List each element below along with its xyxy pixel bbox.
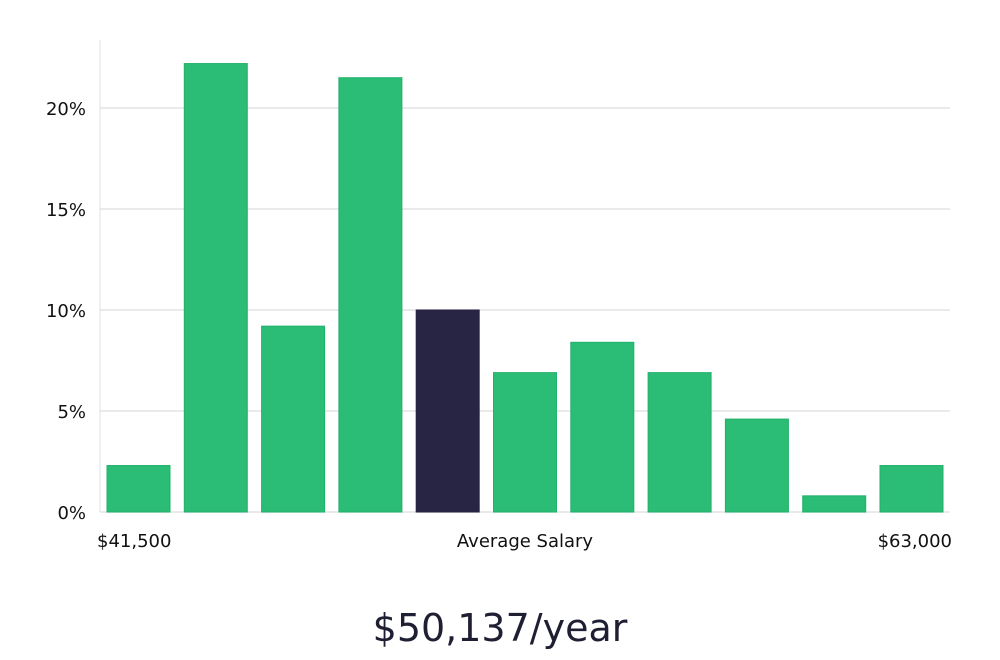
- histogram-bar: [647, 372, 712, 513]
- histogram-bar: [879, 465, 944, 513]
- y-tick-label: 5%: [57, 402, 86, 423]
- x-max-label: $63,000: [878, 531, 952, 552]
- histogram-bar: [106, 465, 171, 513]
- x-min-label: $41,500: [97, 531, 171, 552]
- average-salary-value: $50,137/year: [372, 606, 628, 650]
- y-tick-label: 0%: [57, 503, 86, 524]
- histogram-bar-highlighted: [415, 309, 480, 513]
- histogram-bar: [261, 325, 326, 513]
- histogram-bar: [493, 372, 557, 513]
- y-tick-label: 10%: [46, 301, 86, 322]
- histogram-bar: [570, 341, 635, 513]
- histogram-bar: [724, 418, 789, 513]
- x-axis-title: Average Salary: [457, 531, 594, 552]
- histogram-bar: [338, 77, 403, 513]
- y-tick-label: 15%: [46, 200, 86, 221]
- y-tick-label: 20%: [46, 99, 86, 120]
- salary-histogram: 0% 5% 10% 15% 20% $41,500 Average Salary $63…: [46, 40, 952, 552]
- histogram-bar: [183, 63, 248, 513]
- histogram-bar: [802, 495, 867, 513]
